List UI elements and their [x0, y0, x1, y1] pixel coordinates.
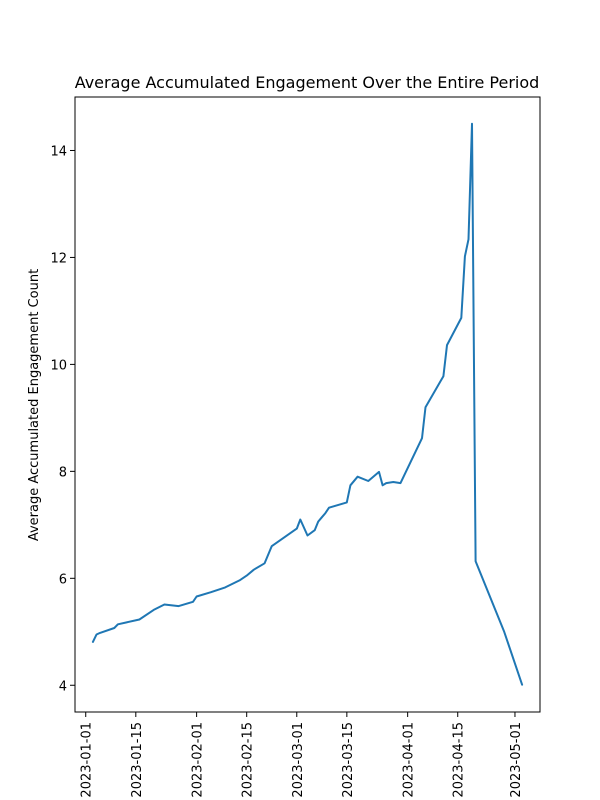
- x-tick-label: 2023-03-15: [341, 722, 356, 798]
- plot-area: 4 6 8 10 12 14 2023-01-01 2023-01-15 2023-02-01 2…: [50, 122, 524, 798]
- engagement-series-line: [91, 122, 524, 686]
- x-tick-label: 2023-05-01: [509, 722, 524, 798]
- y-tick-label: 6: [59, 572, 67, 587]
- x-tick-label: 2023-04-15: [452, 722, 467, 798]
- y-tick-label: 4: [59, 679, 67, 694]
- plot-frame: [74, 96, 541, 713]
- y-tick-label: 12: [50, 251, 67, 266]
- x-tick-label: 2023-01-01: [80, 722, 95, 798]
- y-axis-label: Average Accumulated Engagement Count: [27, 269, 42, 541]
- x-tick-label: 2023-02-01: [191, 722, 206, 798]
- x-tick-label: 2023-02-15: [241, 722, 256, 798]
- y-tick-label: 8: [59, 465, 67, 480]
- x-tick-label: 2023-04-01: [402, 722, 417, 798]
- chart-title: Average Accumulated Engagement Over the …: [75, 73, 540, 92]
- x-tick-label: 2023-01-15: [130, 722, 145, 798]
- y-tick-label: 14: [50, 144, 67, 159]
- y-tick-label: 10: [50, 358, 67, 373]
- x-tick-label: 2023-03-01: [291, 722, 306, 798]
